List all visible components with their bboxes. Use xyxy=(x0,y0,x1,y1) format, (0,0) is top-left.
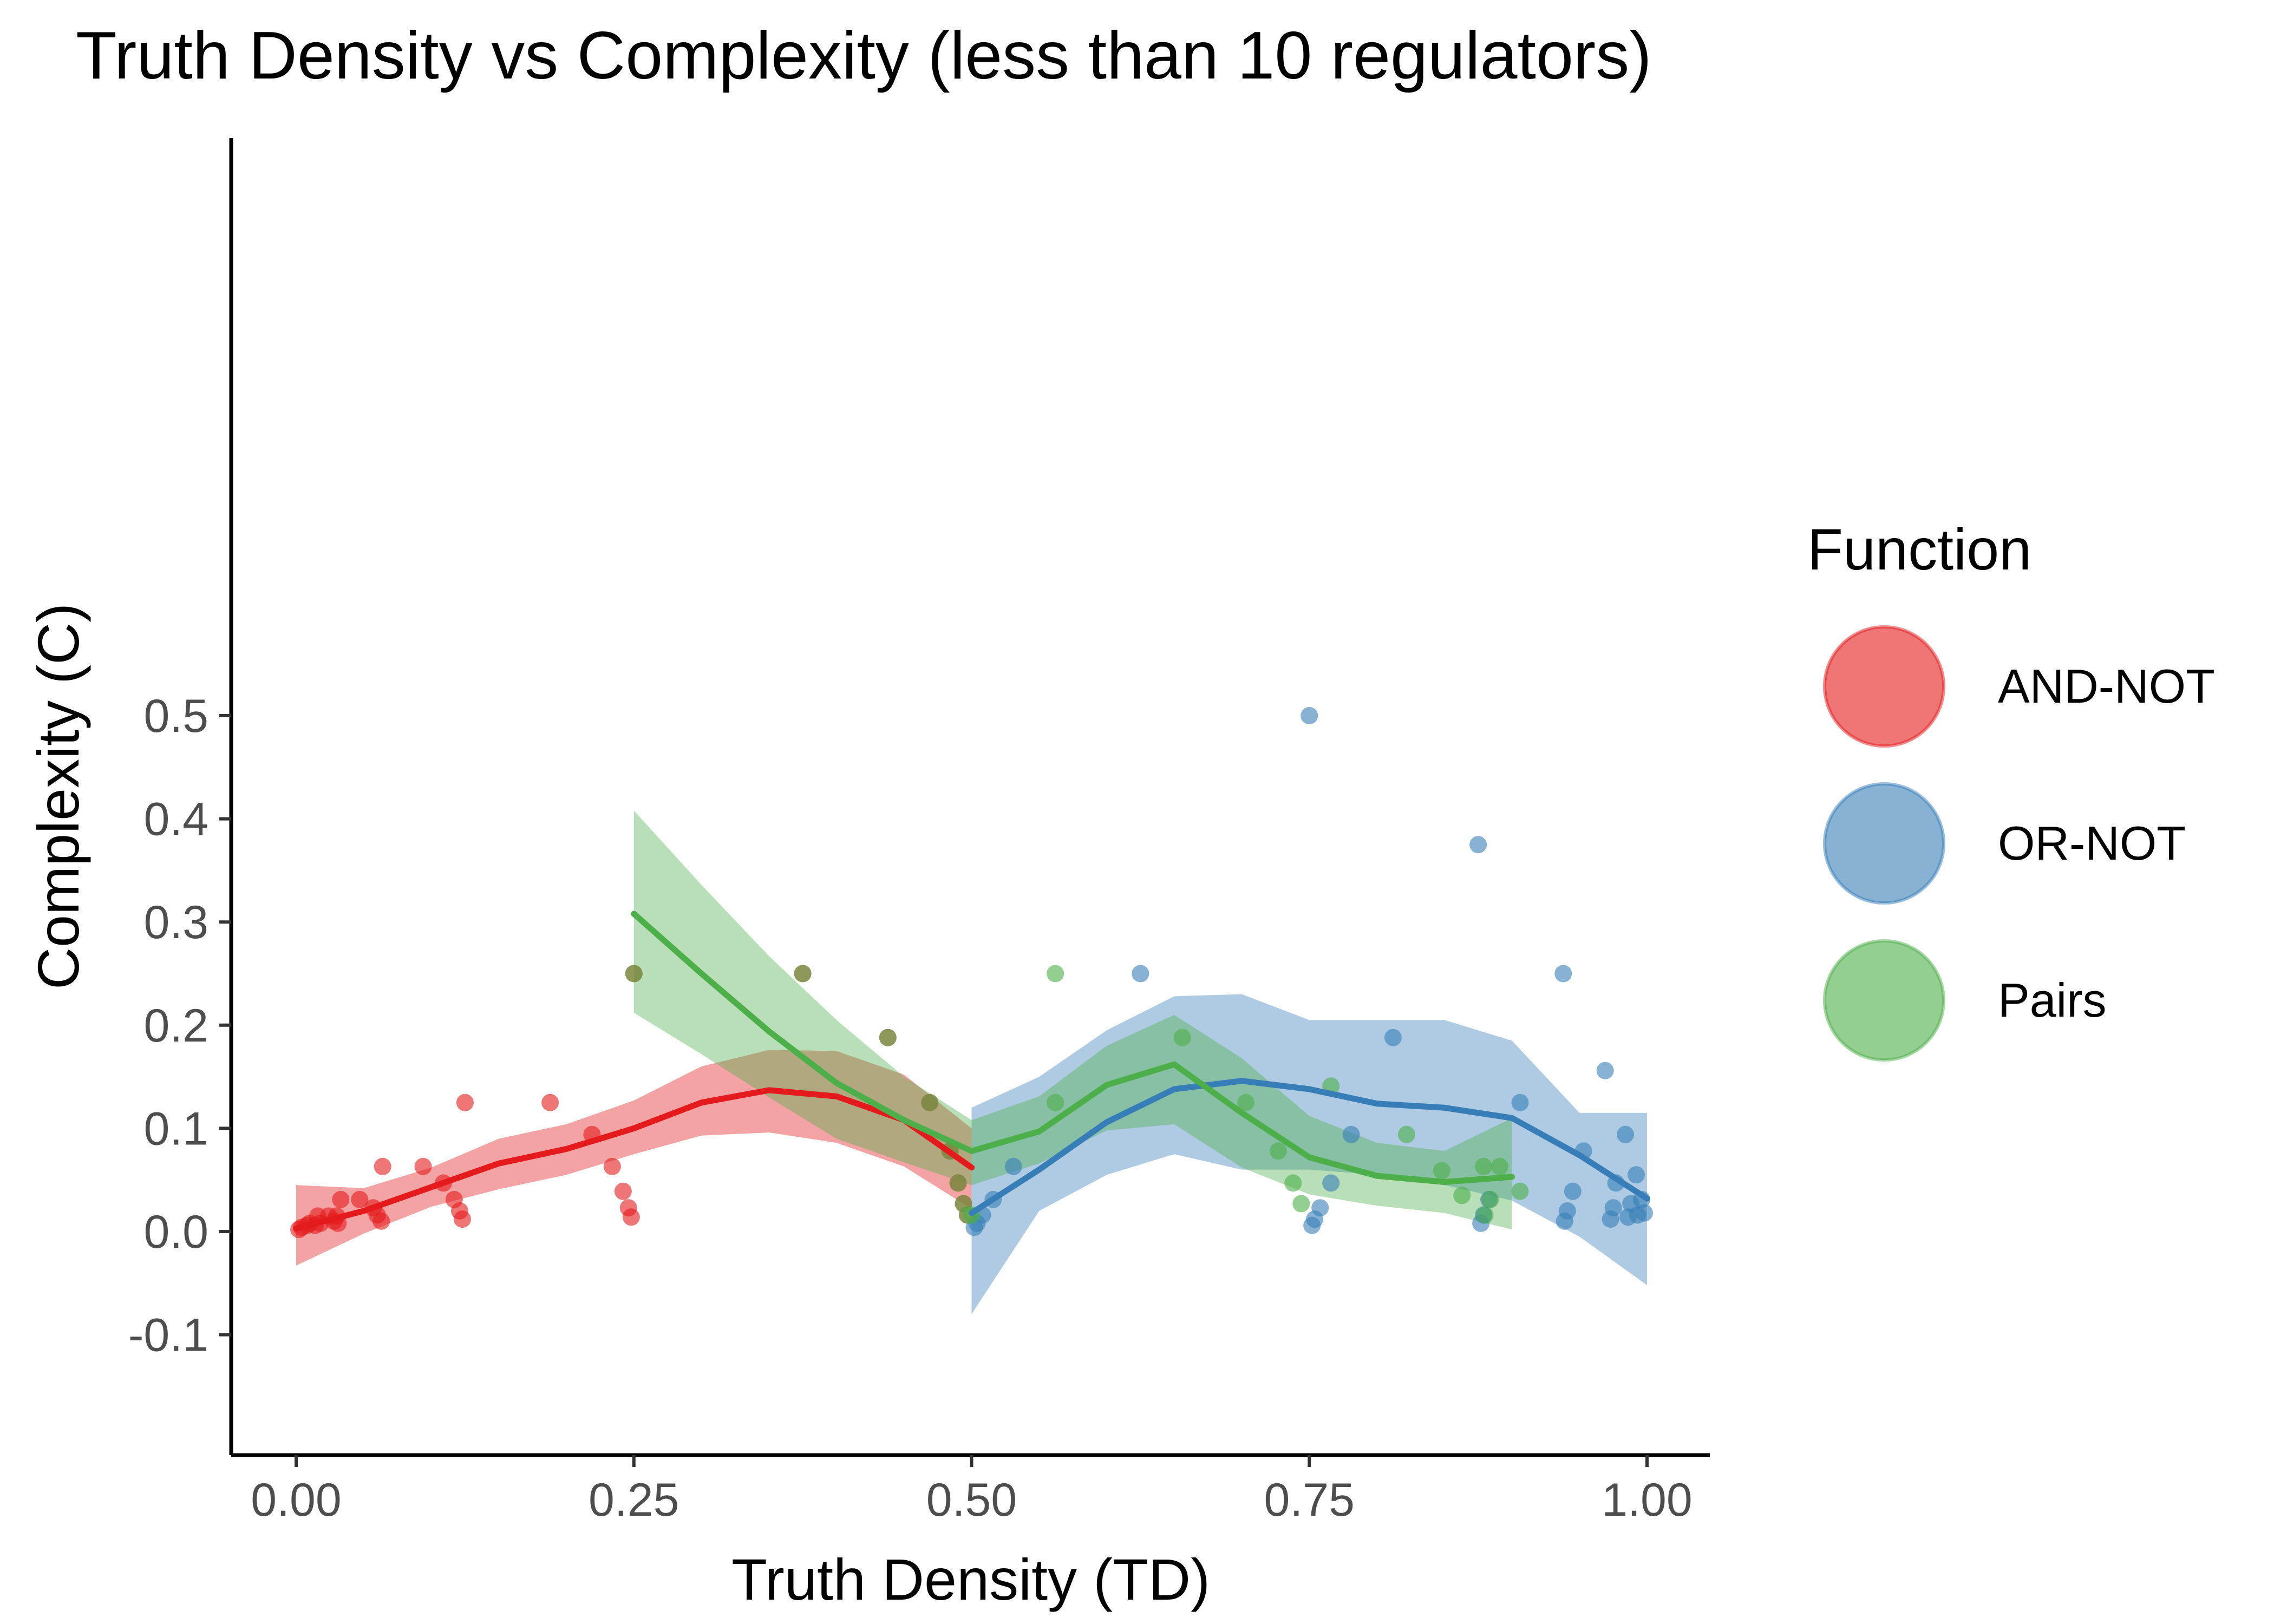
point-pairs xyxy=(1173,1029,1191,1046)
legend-items: AND-NOT OR-NOT Pairs xyxy=(1823,625,2215,1062)
point-pairs xyxy=(1453,1187,1471,1204)
y-tick-label: 0.2 xyxy=(143,1000,208,1052)
point-and-not xyxy=(453,1210,471,1228)
point-pairs xyxy=(1047,965,1064,983)
confidence-band-pairs xyxy=(633,810,1512,1230)
point-or-not xyxy=(1004,1157,1022,1175)
x-tick-label: 0.50 xyxy=(926,1474,1017,1526)
y-tick-label: 0.1 xyxy=(143,1103,208,1155)
point-pairs xyxy=(879,1029,897,1046)
point-and-not xyxy=(332,1190,350,1208)
legend-label-or-not: OR-NOT xyxy=(1998,816,2186,870)
point-or-not xyxy=(1558,1202,1576,1220)
point-or-not xyxy=(1596,1062,1614,1079)
point-pairs xyxy=(1237,1093,1254,1111)
point-pairs xyxy=(794,965,812,983)
point-or-not xyxy=(1311,1199,1329,1217)
point-pairs xyxy=(1284,1174,1302,1192)
point-pairs xyxy=(1476,1206,1494,1224)
smooth-lines xyxy=(293,911,1650,1232)
point-or-not xyxy=(1554,965,1572,983)
point-pairs xyxy=(949,1174,967,1192)
point-or-not xyxy=(1301,707,1318,724)
confidence-band-and-not xyxy=(296,1050,972,1266)
point-pairs xyxy=(625,965,643,983)
x-tick-label: 0.25 xyxy=(589,1474,679,1526)
point-or-not xyxy=(1384,1029,1402,1046)
point-or-not xyxy=(1469,836,1487,854)
point-pairs xyxy=(1491,1157,1508,1175)
point-or-not xyxy=(1132,965,1149,983)
point-and-not xyxy=(456,1093,474,1111)
confidence-bands xyxy=(296,810,1647,1314)
point-or-not xyxy=(1628,1166,1645,1184)
x-tick-label: 1.00 xyxy=(1602,1474,1692,1526)
data-points xyxy=(290,707,1653,1239)
y-tick-label: 0.3 xyxy=(143,896,208,948)
point-or-not xyxy=(1342,1125,1360,1143)
x-axis-ticks: 0.00 0.25 0.50 0.75 1.00 xyxy=(251,1455,1693,1526)
point-pairs xyxy=(1475,1157,1493,1175)
point-and-not xyxy=(414,1157,432,1175)
point-or-not xyxy=(1617,1125,1635,1143)
point-pairs xyxy=(1511,1182,1529,1200)
legend-key-or-not xyxy=(1823,782,1945,905)
legend-title: Function xyxy=(1807,516,2031,582)
legend-label-and-not: AND-NOT xyxy=(1998,659,2215,713)
point-pairs xyxy=(1433,1162,1450,1180)
y-axis-label: Complexity (C) xyxy=(25,603,91,990)
y-axis-ticks: -0.1 0.0 0.1 0.2 0.3 0.4 0.5 xyxy=(128,690,231,1361)
x-tick-label: 0.75 xyxy=(1264,1474,1355,1526)
point-pairs xyxy=(1397,1125,1415,1143)
smooth-line-and-not xyxy=(293,1087,975,1232)
point-or-not xyxy=(1564,1182,1582,1200)
point-pairs xyxy=(921,1093,939,1111)
point-or-not xyxy=(1511,1093,1529,1111)
chart-title: Truth Density vs Complexity (less than 1… xyxy=(76,18,1652,93)
point-or-not xyxy=(1604,1199,1622,1217)
y-tick-label: 0.5 xyxy=(143,690,208,742)
legend-key-and-not xyxy=(1823,625,1945,748)
point-pairs xyxy=(1269,1142,1287,1160)
point-and-not xyxy=(351,1190,369,1208)
x-tick-label: 0.00 xyxy=(251,1474,341,1526)
point-and-not xyxy=(622,1208,640,1226)
point-pairs xyxy=(1481,1190,1499,1208)
point-and-not xyxy=(374,1157,391,1175)
legend-label-pairs: Pairs xyxy=(1998,973,2107,1027)
legend: Function AND-NOT OR-NOT Pairs xyxy=(1807,516,2215,1062)
smooth-line-or-not xyxy=(969,1078,1650,1216)
point-and-not xyxy=(541,1093,559,1111)
smooth-line-pairs xyxy=(631,911,1515,1185)
point-and-not xyxy=(373,1212,390,1230)
point-or-not xyxy=(1636,1204,1653,1222)
point-pairs xyxy=(1047,1093,1064,1111)
point-and-not xyxy=(614,1182,632,1200)
y-tick-label: 0.0 xyxy=(143,1206,208,1258)
y-tick-label: 0.4 xyxy=(143,794,208,846)
point-or-not xyxy=(1322,1174,1340,1192)
point-pairs xyxy=(1292,1195,1310,1213)
point-and-not xyxy=(603,1157,621,1175)
y-tick-label: -0.1 xyxy=(128,1309,208,1361)
legend-key-pairs xyxy=(1823,939,1945,1062)
x-axis-label: Truth Density (TD) xyxy=(731,1547,1210,1612)
